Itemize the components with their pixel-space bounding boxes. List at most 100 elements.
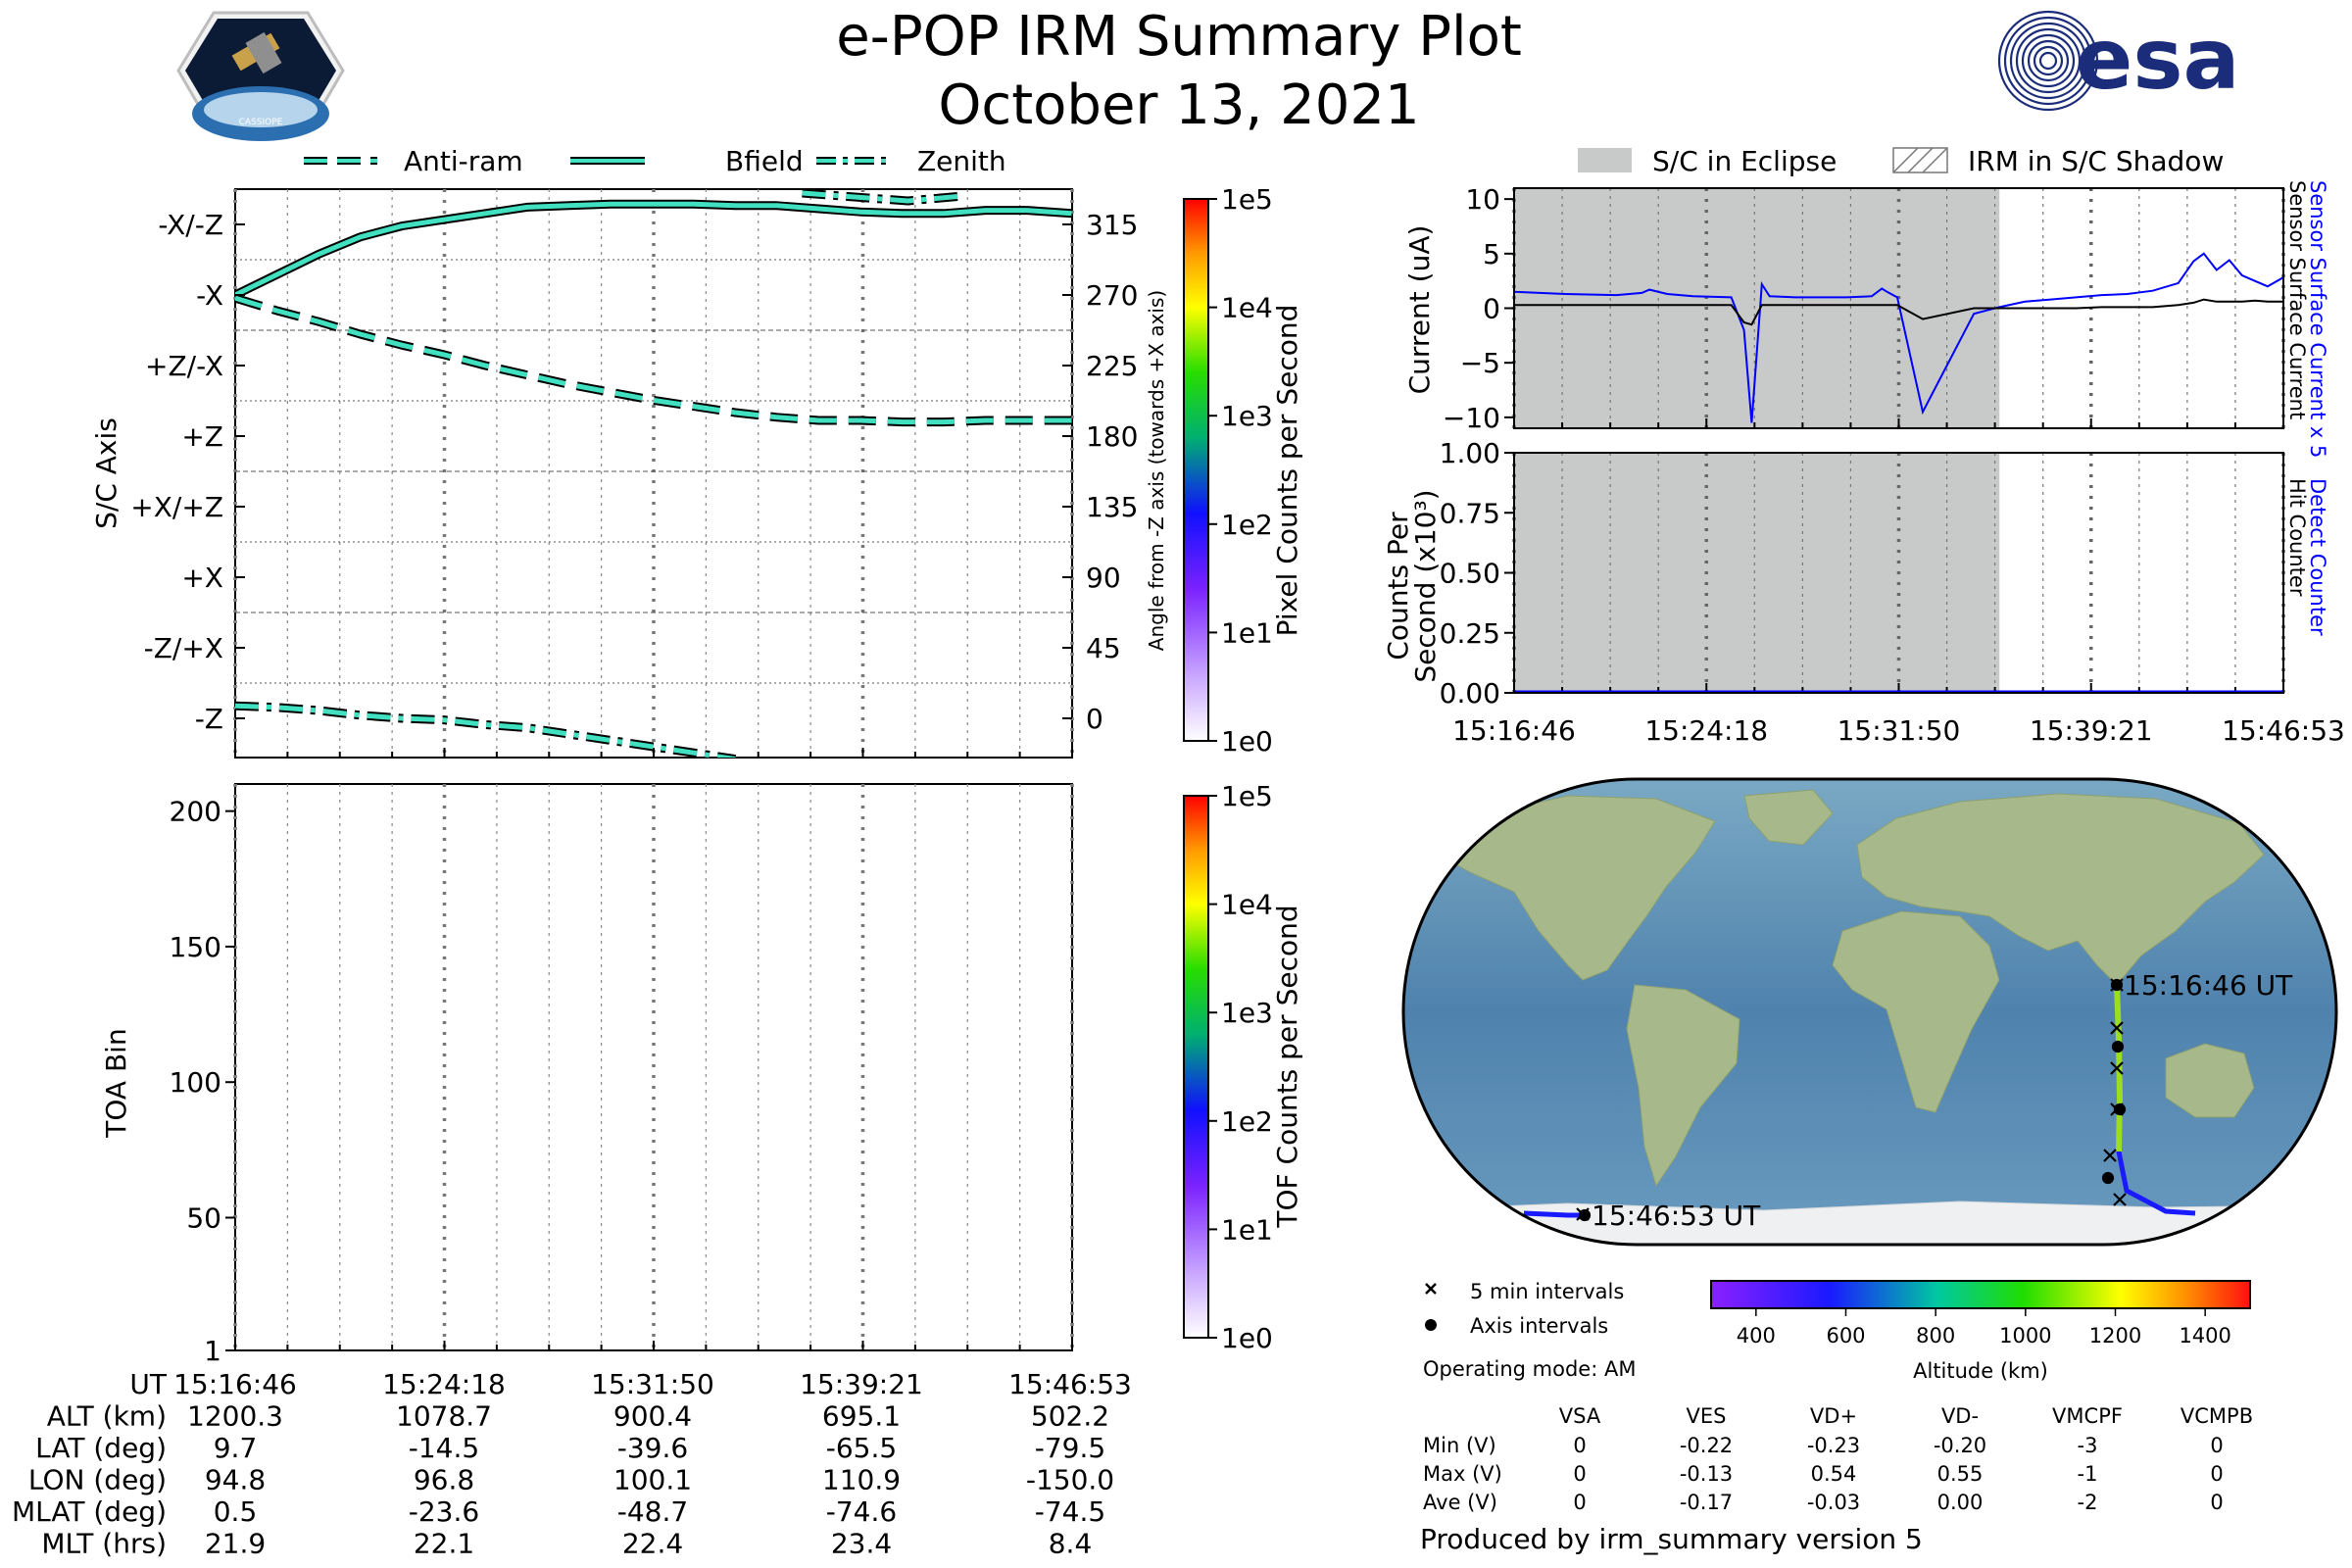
north-america [1424, 795, 1716, 981]
altitude-tick-label: 1000 [1999, 1324, 2051, 1348]
time-tick-label: 15:46:53 [2222, 714, 2345, 747]
voltage-cell: -2 [2078, 1491, 2098, 1514]
legend-eclipse: S/C in Eclipse [1652, 145, 1837, 177]
colorbar-tick-label: 1e5 [1221, 183, 1273, 216]
ephemeris-cell: 695.1 [822, 1400, 901, 1433]
ephemeris-cell: 22.4 [622, 1528, 683, 1560]
axis-tick-label: -Z [195, 703, 223, 735]
current-eclipse-region [1514, 188, 2000, 428]
voltage-cell: 0.54 [1811, 1462, 1857, 1486]
toa-tick-label: 100 [170, 1066, 221, 1099]
current-tick-label: 5 [1483, 238, 1500, 270]
ephemeris-cell: 96.8 [414, 1464, 474, 1496]
antarctica [1403, 1200, 2336, 1245]
colorbar-tick-label: 1e5 [1221, 780, 1273, 812]
tof-colorbar-ticks: 1e5 1e4 1e3 1e2 1e1 1e0 [1208, 780, 1273, 1354]
axis-tick-label: +X [181, 562, 223, 594]
counts-tick-label: 0.75 [1440, 497, 1500, 529]
ephemeris-cell: 8.4 [1049, 1528, 1093, 1560]
toa-grid [233, 784, 1074, 1350]
voltage-cell: 0 [2210, 1434, 2223, 1457]
colorbar-tick-label: 1e2 [1221, 1105, 1273, 1138]
toa-yticks: 200 150 100 50 1 [170, 796, 235, 1367]
ephemeris-cell: 1078.7 [396, 1400, 492, 1433]
counts-eclipse-region [1514, 453, 2000, 693]
voltage-header: VD+ [1810, 1404, 1857, 1428]
cassiope-mission-logo: CASSIOPE [176, 11, 345, 141]
voltage-cell: -0.17 [1680, 1491, 1733, 1514]
ephemeris-row-label: LAT (deg) [35, 1432, 167, 1464]
ephemeris-row-label: LON (deg) [28, 1464, 167, 1496]
toa-tick-label: 150 [170, 931, 221, 963]
produced-by: Produced by irm_summary version 5 [1420, 1523, 1923, 1555]
axis-tick-label: +Z [181, 420, 223, 453]
voltage-cell: -0.23 [1807, 1434, 1860, 1457]
attitude-legend: Anti-ram Bfield Zenith [304, 145, 1006, 177]
attitude-plot: -X/-Z -X +Z/-X +Z +X/+Z +X -Z/+X -Z 315 270 225 18… [90, 188, 1168, 759]
track-markers [1576, 978, 2127, 1222]
ephemeris-cell: 502.2 [1031, 1400, 1109, 1433]
current-right-label-black: Sensor Surface Current [2285, 180, 2309, 419]
ephemeris-cell: 1200.3 [187, 1400, 283, 1433]
ephemeris-cell: -74.5 [1035, 1495, 1105, 1528]
ephemeris-row-label: MLAT (deg) [12, 1495, 167, 1528]
voltage-cell: 0 [1573, 1491, 1586, 1514]
counts-yticks: 1.00 0.75 0.50 0.25 0.00 [1440, 437, 1514, 710]
legend-zenith: Zenith [917, 145, 1006, 177]
voltage-header: VSA [1559, 1404, 1601, 1428]
current-right-label-blue: Sensor Surface Current x 5 [2306, 180, 2329, 458]
pixel-colorbar-label: Pixel Counts per Second [1271, 305, 1303, 637]
voltage-header: VD- [1941, 1404, 1979, 1428]
attitude-ylabel-left: S/C Axis [90, 417, 122, 529]
ephemeris-cell: 94.8 [205, 1464, 266, 1496]
map-legend: 5 min intervals Axis intervals Operating… [1423, 1280, 1636, 1381]
voltage-cell: -0.13 [1680, 1462, 1733, 1486]
ephemeris-cell: 15:46:53 [1008, 1368, 1132, 1400]
voltage-header: VMCPF [2052, 1404, 2123, 1428]
current-tick-label: −10 [1443, 402, 1500, 434]
toa-tick-label: 50 [186, 1201, 221, 1234]
dot-marker-icon [1425, 1319, 1437, 1331]
sensor-current-x5-line [1514, 252, 2283, 423]
altitude-tick-label: 800 [1916, 1324, 1955, 1348]
angle-tick-label: 180 [1086, 420, 1138, 453]
mission-logo-text: CASSIOPE [239, 118, 283, 127]
angle-tick-label: 0 [1086, 703, 1103, 735]
ephemeris-cell: 9.7 [214, 1432, 258, 1464]
ephemeris-cell: 23.4 [831, 1528, 892, 1560]
ephemeris-cell: 110.9 [822, 1464, 901, 1496]
greenland [1743, 789, 1834, 846]
voltage-row-label: Min (V) [1423, 1434, 1496, 1457]
current-tick-label: 0 [1483, 293, 1500, 325]
attitude-lines [235, 189, 1072, 758]
current-tick-label: 10 [1465, 183, 1500, 216]
series-bfield [235, 201, 1072, 298]
ephemeris-row-label: ALT (km) [47, 1400, 167, 1433]
track-end-label: 15:46:53 UT [1592, 1200, 1761, 1232]
altitude-colorbar: 400 600 800 1000 1200 1400 Altitude (km) [1710, 1280, 2251, 1383]
colorbar-tick-label: 1e2 [1221, 509, 1273, 541]
axis-tick-label: -X [196, 279, 223, 312]
legend-5min: 5 min intervals [1470, 1280, 1624, 1303]
axis-tick-label: -X/-Z [158, 209, 223, 241]
voltage-table: VSA VES VD+ VD- VMCPF VCMPB Min (V) 0 -0.22 -0.23… [1423, 1404, 2253, 1514]
australia [2165, 1043, 2255, 1118]
counts-xticks: 15:16:46 15:24:18 15:31:50 15:39:21 15:46:53 [1452, 714, 2345, 747]
operating-mode: Operating mode: AM [1423, 1357, 1636, 1381]
counts-tick-label: 0.25 [1440, 617, 1500, 650]
esa-logo: esa [1997, 10, 2240, 112]
ephemeris-cell: 22.1 [414, 1528, 474, 1560]
esa-globe-icon [1997, 10, 2099, 112]
counts-plot: 1.000.750.500.250.00 15:16:46 15:24:18 15:… [1382, 437, 2345, 747]
counts-ylabel-line2: Second (x10³) [1409, 489, 1442, 682]
angle-tick-label: 90 [1086, 562, 1121, 594]
angle-ticks: 315 270 225 180 135 90 45 0 [1062, 209, 1138, 735]
ephemeris-cell: 15:24:18 [382, 1368, 506, 1400]
sensor-current-line [1514, 298, 2283, 326]
counts-tick-label: 0.00 [1440, 677, 1500, 710]
altitude-tick-label: 1200 [2089, 1324, 2141, 1348]
south-america [1626, 984, 1740, 1188]
angle-tick-label: 225 [1086, 350, 1138, 382]
colorbar-tick-label: 1e0 [1221, 1322, 1273, 1354]
counts-tick-label: 0.50 [1440, 558, 1500, 590]
